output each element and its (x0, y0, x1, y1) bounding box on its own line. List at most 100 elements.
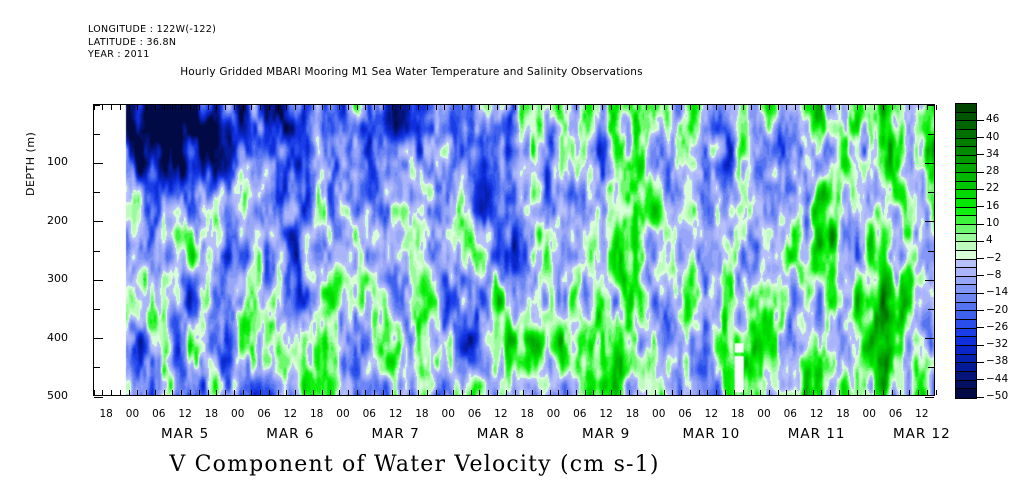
x-axis-tick (821, 105, 823, 110)
x-axis-tick (646, 105, 648, 110)
x-axis-tick (917, 105, 919, 110)
x-axis-day-label: MAR 10 (682, 426, 741, 442)
x-axis-hour-label: 12 (178, 408, 192, 420)
x-axis-tick (198, 105, 200, 110)
x-axis-tick (295, 105, 297, 110)
x-axis-tick (891, 390, 893, 395)
x-axis-tick (698, 390, 700, 395)
x-axis-tick (593, 105, 595, 110)
x-axis-tick (93, 105, 95, 110)
colorbar-label: 40 (986, 130, 1000, 143)
x-axis-hour-label: 00 (441, 408, 455, 420)
x-axis-tick (295, 390, 297, 395)
colorbar-band (956, 294, 976, 303)
x-axis-tick (637, 390, 639, 395)
x-axis-tick (444, 390, 446, 395)
x-axis-tick (339, 390, 341, 395)
colorbar-band (956, 181, 976, 191)
y-axis-label: 400 (47, 330, 68, 344)
x-axis-tick (260, 390, 262, 395)
colorbar-band (956, 121, 976, 130)
colorbar-band (956, 311, 976, 321)
colorbar-band (956, 285, 976, 295)
x-axis-tick (549, 390, 551, 395)
x-axis-tick (856, 105, 858, 110)
x-axis-tick (146, 390, 148, 395)
x-axis-tick (716, 105, 718, 110)
x-axis-hour-label: 12 (599, 408, 613, 420)
x-axis-tick (935, 390, 937, 395)
x-axis-tick (268, 390, 270, 395)
x-axis-hour-label: 18 (730, 408, 745, 420)
x-axis-tick (593, 390, 595, 395)
x-axis-tick (821, 390, 823, 395)
x-axis-tick (286, 390, 288, 395)
colorbar-label: 10 (986, 217, 1000, 230)
x-axis-day-label: MAR 9 (582, 426, 631, 442)
x-axis-tick (330, 105, 332, 110)
x-axis-hour-label: 06 (888, 408, 903, 420)
x-axis-tick (102, 390, 104, 395)
x-axis-tick (146, 105, 148, 110)
x-axis-tick (760, 390, 762, 395)
x-axis-tick (119, 105, 121, 110)
x-axis-tick (321, 105, 323, 110)
x-axis-tick (277, 390, 279, 395)
chart-title-text: Hourly Gridded MBARI Mooring M1 Sea Wate… (180, 66, 643, 78)
colorbar-tick (977, 327, 984, 329)
colorbar-tick (977, 240, 984, 242)
y-axis-tick (94, 192, 100, 194)
y-axis-tick (94, 367, 100, 369)
x-axis-tick (637, 105, 639, 110)
x-axis-tick (304, 105, 305, 110)
x-axis-tick (347, 105, 349, 110)
y-axis-title: DEPTH (m) (24, 131, 37, 196)
x-axis-day-label: MAR 12 (892, 426, 951, 442)
x-axis-tick (935, 105, 937, 110)
y-axis-tick (925, 396, 934, 398)
x-axis-tick (163, 105, 165, 110)
x-axis-tick (707, 390, 709, 395)
x-axis-tick (128, 390, 130, 395)
colorbar-tick (977, 258, 984, 260)
colorbar-label: −38 (986, 355, 1009, 368)
x-axis-tick (496, 390, 498, 395)
colorbar-label: −8 (986, 268, 1002, 281)
x-axis-tick (575, 105, 577, 110)
x-axis-tick (154, 105, 156, 110)
x-axis-hour-label: 06 (257, 408, 271, 420)
x-axis-tick (654, 105, 656, 110)
colorbar-label: −44 (986, 372, 1009, 385)
x-axis-tick (418, 105, 420, 110)
colorbar-band (956, 104, 976, 113)
x-axis-tick (689, 390, 691, 395)
y-axis-tick (928, 308, 934, 310)
x-axis-tick (409, 105, 411, 110)
x-axis-tick (874, 390, 876, 395)
colorbar-band (956, 199, 976, 208)
colorbar-label: −14 (986, 286, 1009, 299)
x-axis-tick (751, 105, 753, 110)
x-axis-hour-label: 18 (99, 408, 113, 420)
x-axis-tick (882, 390, 884, 395)
colorbar-label: −2 (986, 251, 1002, 264)
x-axis-tick (646, 390, 648, 395)
colorbar-band (956, 268, 976, 277)
x-axis-tick (137, 105, 139, 110)
colorbar-tick (977, 292, 984, 294)
colorbar-band (956, 380, 976, 390)
x-axis-tick (874, 105, 876, 110)
x-axis-tick (584, 390, 586, 395)
colorbar-band (956, 216, 976, 225)
colorbar-tick (977, 188, 984, 190)
x-axis-tick (102, 105, 104, 110)
x-axis-hour-label: 00 (336, 408, 350, 420)
y-axis-tick (94, 221, 103, 223)
x-axis-tick (558, 105, 560, 110)
x-axis-tick (830, 105, 832, 110)
colorbar-band (956, 371, 976, 381)
y-axis-tick (94, 396, 103, 398)
x-axis-tick (505, 105, 507, 110)
x-axis-tick (216, 105, 218, 110)
colorbar-tick (977, 171, 984, 173)
